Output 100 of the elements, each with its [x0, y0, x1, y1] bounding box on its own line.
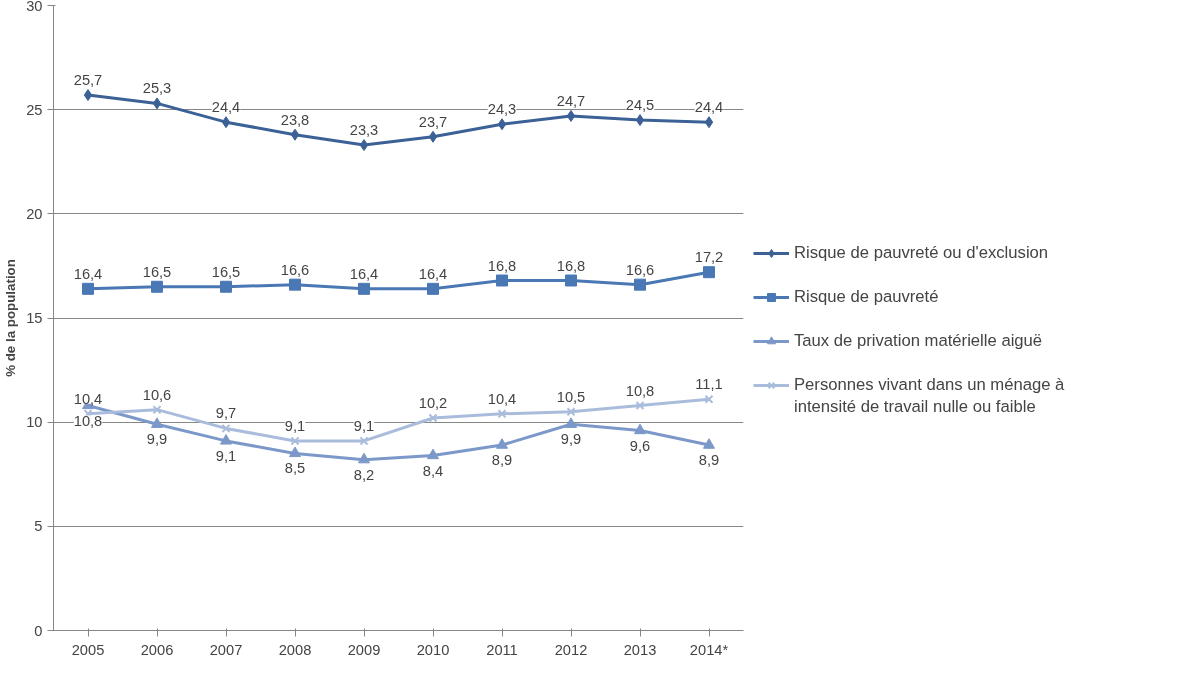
point [220, 434, 232, 445]
data-label: 24,3 [487, 101, 517, 118]
x-tick-label: 2005 [71, 641, 105, 658]
point [427, 282, 439, 295]
data-label: 16,4 [73, 265, 103, 282]
point [634, 278, 646, 291]
data-label: 10,2 [418, 395, 448, 411]
data-label: 24,7 [556, 92, 586, 109]
x-tick-label: 2006 [140, 641, 174, 658]
point [635, 114, 645, 127]
x-tick-label: 2007 [209, 641, 243, 658]
legend-label: Personnes vivant dans un ménage à intensité de travail nulle ou faible [794, 375, 1065, 417]
point [289, 446, 301, 458]
point [703, 266, 715, 279]
legend-label: Taux de privation matérielle aiguë [794, 331, 1043, 351]
point [497, 118, 507, 131]
point [497, 409, 507, 419]
point [634, 423, 646, 435]
point [151, 417, 163, 428]
point [221, 423, 231, 433]
y-tick-label: 0 [34, 622, 43, 639]
data-label: 24,4 [694, 99, 724, 116]
point [290, 436, 300, 446]
data-label: 16,8 [556, 257, 586, 274]
point [566, 109, 576, 122]
point [427, 448, 439, 460]
point [359, 139, 369, 152]
data-label: 16,6 [625, 261, 655, 278]
y-tick-label: 10 [26, 414, 43, 431]
data-label: 17,2 [694, 249, 724, 266]
data-label: 16,5 [211, 263, 241, 280]
x-tick-label: 2008 [278, 641, 312, 658]
data-label: 16,4 [349, 265, 379, 282]
point [358, 452, 370, 464]
point [428, 130, 438, 143]
data-label: 25,7 [73, 72, 103, 89]
data-label: 9,1 [353, 417, 375, 434]
point [428, 413, 438, 423]
data-label: 8,9 [491, 452, 513, 469]
data-label: 24,4 [211, 99, 241, 116]
data-label: 9,7 [215, 405, 237, 422]
x-tick-label: 2012 [554, 641, 588, 658]
data-label: 16,5 [142, 263, 172, 280]
point [635, 400, 645, 411]
point [220, 280, 232, 293]
data-label: 25,3 [142, 80, 172, 97]
data-label: 16,8 [487, 257, 517, 274]
data-label: 10,4 [487, 390, 517, 407]
legend-label: Risque de pauvreté ou d'exclusion [794, 243, 1049, 263]
data-label: 10,4 [73, 390, 103, 407]
data-label: 23,3 [349, 122, 379, 139]
data-label: 8,2 [353, 466, 375, 483]
point [152, 97, 162, 110]
point [703, 438, 715, 449]
point [152, 405, 162, 415]
x-tick-label: 2011 [486, 641, 518, 658]
point [221, 116, 231, 129]
data-label: 10,8 [625, 382, 655, 399]
data-label: 10,6 [142, 386, 172, 403]
point [82, 282, 94, 295]
y-tick-label: 30 [26, 0, 43, 14]
data-label: 8,9 [698, 452, 720, 469]
y-tick-label: 20 [26, 205, 43, 222]
point [83, 89, 93, 102]
x-tick-label: 2013 [623, 641, 657, 658]
data-label: 23,8 [280, 111, 310, 128]
data-label: 9,1 [284, 417, 306, 434]
point [565, 274, 577, 287]
point [290, 128, 300, 141]
point [704, 394, 714, 404]
data-label: 24,5 [625, 97, 655, 114]
point [359, 436, 369, 446]
data-label: 9,6 [629, 437, 651, 454]
data-label: 8,4 [422, 462, 444, 479]
point [289, 278, 301, 291]
data-label: 16,6 [280, 261, 310, 278]
data-label: 9,9 [560, 431, 582, 448]
data-label: 10,8 [73, 412, 103, 429]
x-tick-label: 2010 [416, 641, 450, 658]
data-label: 8,5 [284, 460, 306, 477]
point [496, 274, 508, 287]
data-label: 9,9 [146, 431, 168, 448]
y-tick-label: 25 [26, 101, 43, 118]
data-label: 10,5 [556, 388, 586, 405]
data-label: 9,1 [215, 447, 237, 464]
y-axis-title: % de la population [3, 259, 19, 377]
point [151, 280, 163, 293]
x-tick-label: 2009 [347, 641, 381, 658]
x-tick-label: 2014* [689, 641, 729, 658]
data-label: 16,4 [418, 265, 448, 282]
point [565, 417, 577, 428]
data-label: 11,1 [695, 376, 723, 393]
y-tick-label: 15 [26, 310, 43, 326]
data-label: 23,7 [418, 113, 448, 130]
point [566, 407, 576, 417]
y-tick-label: 5 [34, 518, 43, 535]
point [704, 116, 714, 129]
point [358, 282, 370, 295]
point [496, 438, 508, 449]
legend-label: Risque de pauvreté [794, 287, 939, 307]
